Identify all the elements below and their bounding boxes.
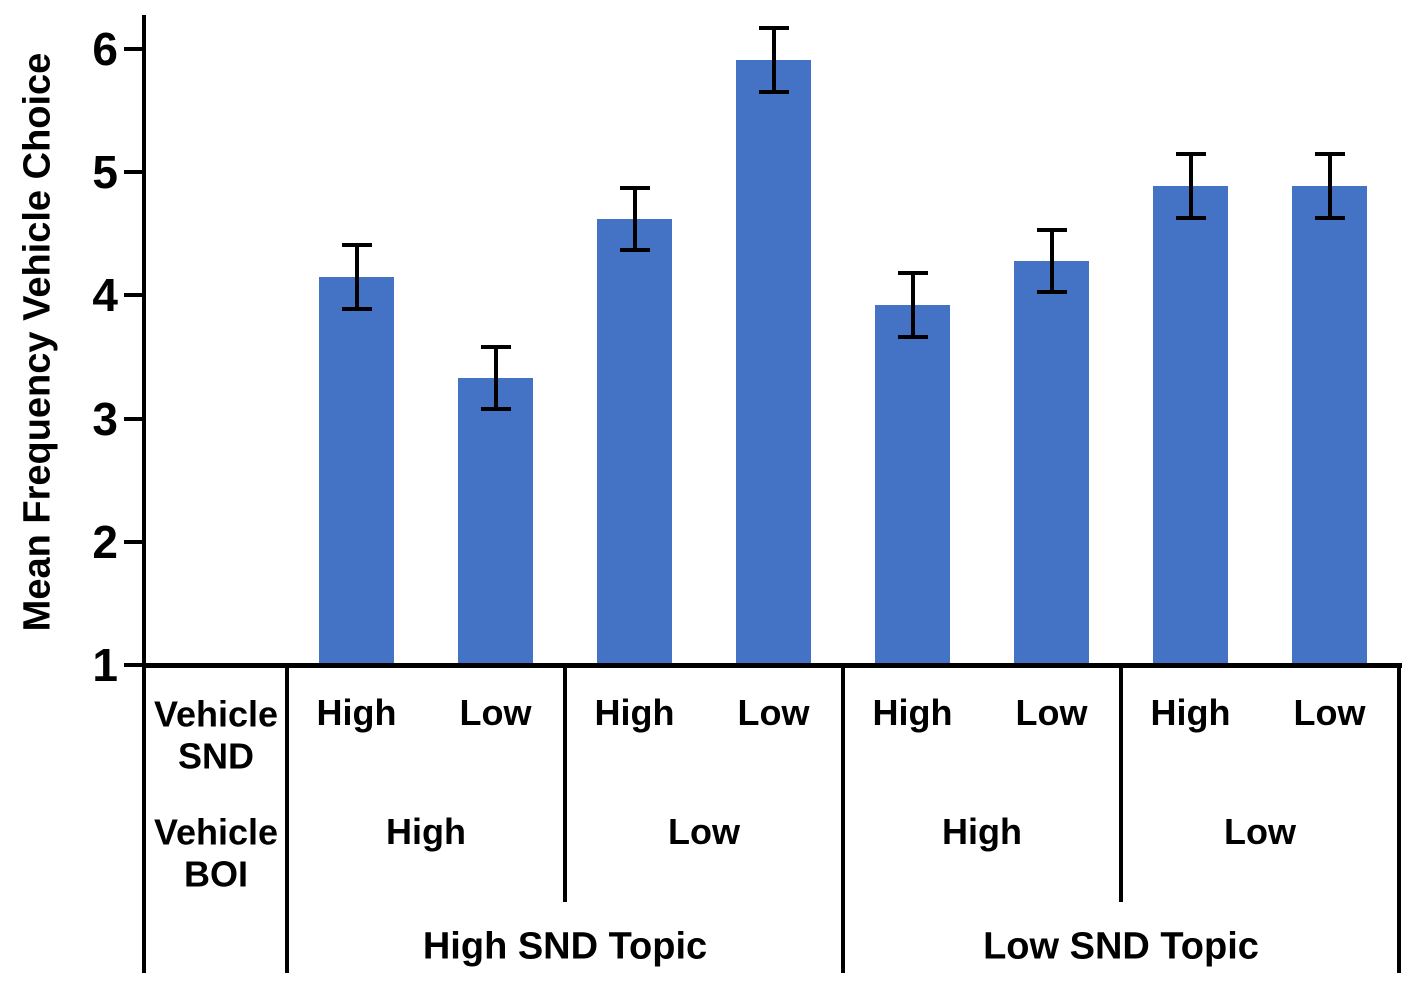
- snd-label-1: High: [316, 691, 397, 733]
- error-cap-bottom-5: [897, 335, 928, 340]
- y-tick-2: [124, 539, 142, 544]
- bar-1: [319, 276, 394, 665]
- bar-2: [458, 377, 533, 665]
- y-tick-6: [124, 47, 142, 51]
- bar-3: [597, 219, 672, 665]
- error-whisker-7: [1188, 153, 1193, 218]
- snd-label-3: High: [594, 691, 675, 733]
- error-cap-bottom-1: [341, 306, 372, 311]
- error-cap-bottom-3: [619, 247, 650, 252]
- snd-label-8: Low: [1293, 691, 1366, 733]
- snd-label-5: High: [872, 691, 953, 733]
- error-cap-top-5: [897, 271, 928, 276]
- row-header-vehicle-snd: Vehicle SND: [153, 693, 279, 777]
- boi-label-4: Low: [1224, 810, 1296, 852]
- table-divider-full-2: [841, 665, 845, 973]
- table-divider-group-1: [563, 665, 567, 902]
- boi-label-2: Low: [668, 810, 740, 852]
- y-tick-label-1: 1: [92, 639, 118, 691]
- error-cap-top-4: [758, 26, 789, 31]
- snd-label-6: Low: [1015, 691, 1088, 733]
- error-cap-bottom-2: [480, 406, 511, 411]
- bar-7: [1153, 185, 1228, 665]
- error-cap-top-8: [1314, 151, 1345, 156]
- table-divider-group-2: [1119, 665, 1123, 902]
- x-baseline: [142, 663, 1402, 668]
- snd-label-4: Low: [737, 691, 810, 733]
- error-whisker-1: [354, 244, 359, 309]
- error-cap-top-3: [619, 186, 650, 191]
- boi-label-3: High: [942, 810, 1022, 852]
- topic-label-1: High SND Topic: [422, 925, 708, 968]
- bar-8: [1292, 185, 1367, 665]
- error-whisker-5: [910, 273, 915, 338]
- bar-6: [1014, 260, 1089, 665]
- error-cap-top-6: [1036, 228, 1067, 233]
- error-whisker-8: [1327, 153, 1332, 218]
- error-cap-top-7: [1175, 151, 1206, 156]
- y-tick-label-6: 6: [92, 23, 118, 75]
- y-tick-label-2: 2: [92, 515, 118, 568]
- error-cap-top-2: [480, 345, 511, 350]
- y-tick-label-4: 4: [92, 269, 118, 322]
- error-cap-bottom-6: [1036, 289, 1067, 294]
- error-whisker-6: [1049, 230, 1054, 292]
- snd-label-7: High: [1150, 691, 1231, 733]
- y-tick-label-3: 3: [92, 392, 118, 445]
- snd-label-2: Low: [459, 691, 532, 733]
- error-cap-bottom-8: [1314, 215, 1345, 220]
- bar-5: [875, 305, 950, 665]
- error-whisker-3: [632, 188, 637, 250]
- bar-4: [736, 60, 811, 665]
- y-tick-1: [124, 663, 142, 667]
- y-tick-4: [124, 293, 142, 298]
- boi-label-1: High: [386, 810, 466, 852]
- error-cap-bottom-4: [758, 90, 789, 95]
- y-tick-3: [124, 416, 142, 421]
- y-axis-title: Mean Frequency Vehicle Choice: [16, 52, 59, 632]
- row-header-vehicle-boi: Vehicle BOI: [153, 811, 279, 895]
- y-tick-label-5: 5: [92, 146, 118, 199]
- y-tick-5: [124, 170, 142, 175]
- topic-label-2: Low SND Topic: [983, 925, 1259, 968]
- error-whisker-4: [771, 28, 776, 93]
- error-whisker-2: [493, 347, 498, 409]
- y-axis-line: [142, 15, 146, 973]
- table-divider-full-3: [1397, 665, 1401, 973]
- table-divider-full-1: [285, 665, 289, 973]
- error-cap-top-1: [341, 242, 372, 247]
- error-cap-bottom-7: [1175, 215, 1206, 220]
